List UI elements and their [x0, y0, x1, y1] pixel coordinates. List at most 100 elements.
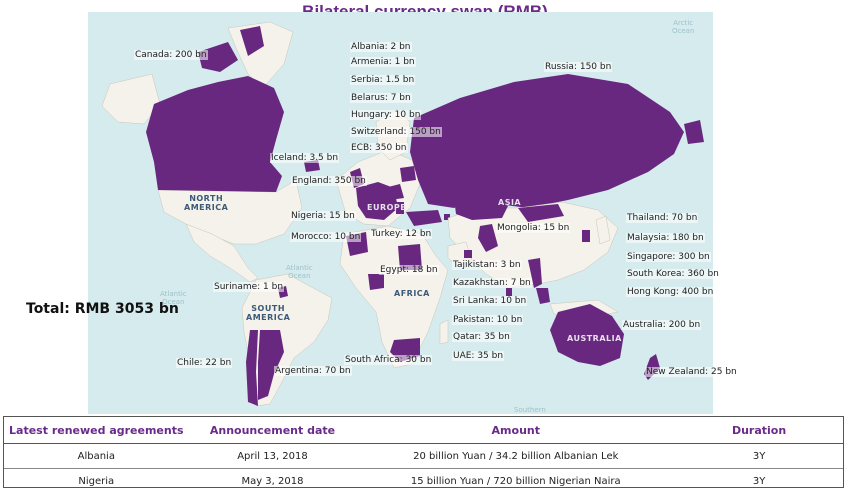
- region-north-america-line2: AMERICA: [184, 203, 229, 212]
- ocean-arctic: Arctic Ocean: [672, 19, 694, 35]
- cell-country: Albania: [4, 443, 189, 469]
- region-africa: AFRICA: [394, 289, 430, 298]
- label-egypt: Egypt: 18 bn: [379, 265, 439, 275]
- table-header-row: Latest renewed agreements Announcement d…: [4, 417, 843, 444]
- cell-country: Nigeria: [78, 475, 115, 487]
- label-pakistan: Pakistan: 10 bn: [452, 315, 524, 325]
- south-korea: [582, 230, 590, 242]
- label-south-korea: South Korea: 360 bn: [626, 269, 720, 279]
- region-south-america-line1: SOUTH: [251, 304, 286, 313]
- label-turkey: Turkey: 12 bn: [370, 229, 433, 239]
- label-armenia: Armenia: 1 bn: [350, 57, 416, 67]
- canada-islands-north: [240, 26, 264, 56]
- label-morocco: Morocco: 10 bn: [290, 232, 362, 242]
- label-argentina: Argentina: 70 bn: [274, 366, 352, 376]
- label-singapore: Singapore: 300 bn: [626, 252, 711, 262]
- argentina: [258, 330, 284, 400]
- australia: [550, 304, 624, 366]
- ocean-atlantic-left-line2: Ocean: [162, 298, 185, 306]
- label-serbia: Serbia: 1.5 bn: [350, 75, 416, 85]
- ocean-arctic-line1: Arctic: [673, 19, 694, 27]
- label-malaysia: Malaysia: 180 bn: [626, 233, 705, 243]
- mexico: [185, 223, 259, 283]
- label-uae: UAE: 35 bn: [452, 351, 505, 361]
- cell-duration: 3Y: [675, 443, 843, 469]
- alaska: [101, 73, 161, 125]
- usa: [157, 179, 303, 245]
- region-north-america: NORTH AMERICA: [184, 194, 228, 212]
- label-ecb: ECB: 350 bn: [350, 143, 408, 153]
- region-europe: EUROPE: [367, 203, 407, 212]
- cell-date: May 3, 2018: [241, 475, 304, 487]
- albania: [396, 202, 404, 214]
- cell-duration: 3Y: [752, 475, 766, 487]
- label-south-africa: South Africa: 30 bn: [344, 355, 433, 365]
- ocean-atlantic: Atlantic Ocean: [286, 264, 313, 280]
- label-albania: Albania: 2 bn: [350, 42, 412, 52]
- label-switzerland: Switzerland: 150 bn: [350, 127, 442, 137]
- label-chile: Chile: 22 bn: [176, 358, 233, 368]
- region-south-america: SOUTH AMERICA: [246, 304, 290, 322]
- canada: [146, 76, 284, 192]
- agreements-table-box: Latest renewed agreements Announcement d…: [3, 416, 844, 488]
- region-south-america-line2: AMERICA: [246, 313, 291, 322]
- kazakhstan: [454, 196, 508, 220]
- ocean-atlantic-line1: Atlantic: [286, 264, 313, 272]
- ocean-arctic-line2: Ocean: [672, 27, 695, 35]
- label-england: England: 350 bn: [291, 176, 367, 186]
- label-canada: Canada: 200 bn: [134, 50, 208, 60]
- cell-date: April 13, 2018: [188, 443, 357, 469]
- mongolia: [518, 204, 564, 222]
- ocean-atlantic-left: Atlantic Ocean: [160, 290, 187, 306]
- region-north-america-line1: NORTH: [189, 194, 224, 203]
- thailand: [528, 258, 542, 288]
- turkey: [406, 210, 442, 226]
- label-belarus: Belarus: 7 bn: [350, 93, 412, 103]
- madagascar: [439, 319, 449, 345]
- header-duration: Duration: [675, 417, 843, 444]
- label-russia: Russia: 150 bn: [544, 62, 613, 72]
- hungary-serbia: [384, 184, 404, 200]
- malaysia: [536, 288, 550, 304]
- japan: [595, 215, 611, 245]
- label-qatar: Qatar: 35 bn: [452, 332, 511, 342]
- chile: [246, 330, 258, 406]
- agreements-table: Latest renewed agreements Announcement d…: [4, 417, 843, 493]
- nigeria: [368, 274, 384, 290]
- kamchatka: [684, 120, 704, 144]
- russia: [410, 74, 684, 208]
- region-asia: ASIA: [498, 198, 522, 207]
- label-australia: Australia: 200 bn: [622, 320, 702, 330]
- cell-amount: 20 billion Yuan / 34.2 billion Albanian …: [356, 443, 676, 469]
- label-nigeria: Nigeria: 15 bn: [290, 211, 356, 221]
- ocean-atlantic-line2: Ocean: [288, 272, 311, 280]
- iceland: [304, 160, 320, 172]
- sri-lanka: [506, 288, 512, 296]
- pakistan: [478, 224, 498, 252]
- label-thailand: Thailand: 70 bn: [626, 213, 699, 223]
- qatar-uae: [464, 250, 472, 258]
- canada-islands: [198, 42, 238, 72]
- ocean-southern: Southern: [514, 406, 546, 414]
- world-map-svg: [88, 12, 713, 414]
- belarus: [400, 166, 416, 182]
- label-tajikistan: Tajikistan: 3 bn: [452, 260, 522, 270]
- table-row: Albania April 13, 2018 20 billion Yuan /…: [4, 443, 843, 469]
- table-row: Nigeria May 3, 2018 15 billion Yuan / 72…: [4, 469, 843, 494]
- label-new-zealand: New Zealand: 25 bn: [645, 367, 738, 377]
- header-agreements: Latest renewed agreements: [4, 417, 189, 444]
- label-kazakhstan: Kazakhstan: 7 bn: [452, 278, 532, 288]
- cell-amount: 15 billion Yuan / 720 billion Nigerian N…: [410, 475, 621, 487]
- region-australia: AUSTRALIA: [567, 334, 622, 343]
- total-amount: Total: RMB 3053 bn: [26, 301, 179, 317]
- world-map: NORTH AMERICA SOUTH AMERICA EUROPE ASIA …: [88, 12, 713, 414]
- header-date: Announcement date: [188, 417, 357, 444]
- label-sri-lanka: Sri Lanka: 10 bn: [452, 296, 528, 306]
- label-hong-kong: Hong Kong: 400 bn: [626, 287, 715, 297]
- ocean-atlantic-left-line1: Atlantic: [160, 290, 187, 298]
- label-hungary: Hungary: 10 bn: [350, 110, 422, 120]
- label-iceland: Iceland: 3.5 bn: [270, 153, 340, 163]
- label-mongolia: Mongolia: 15 bn: [496, 223, 571, 233]
- egypt: [398, 244, 422, 270]
- header-amount: Amount: [356, 417, 676, 444]
